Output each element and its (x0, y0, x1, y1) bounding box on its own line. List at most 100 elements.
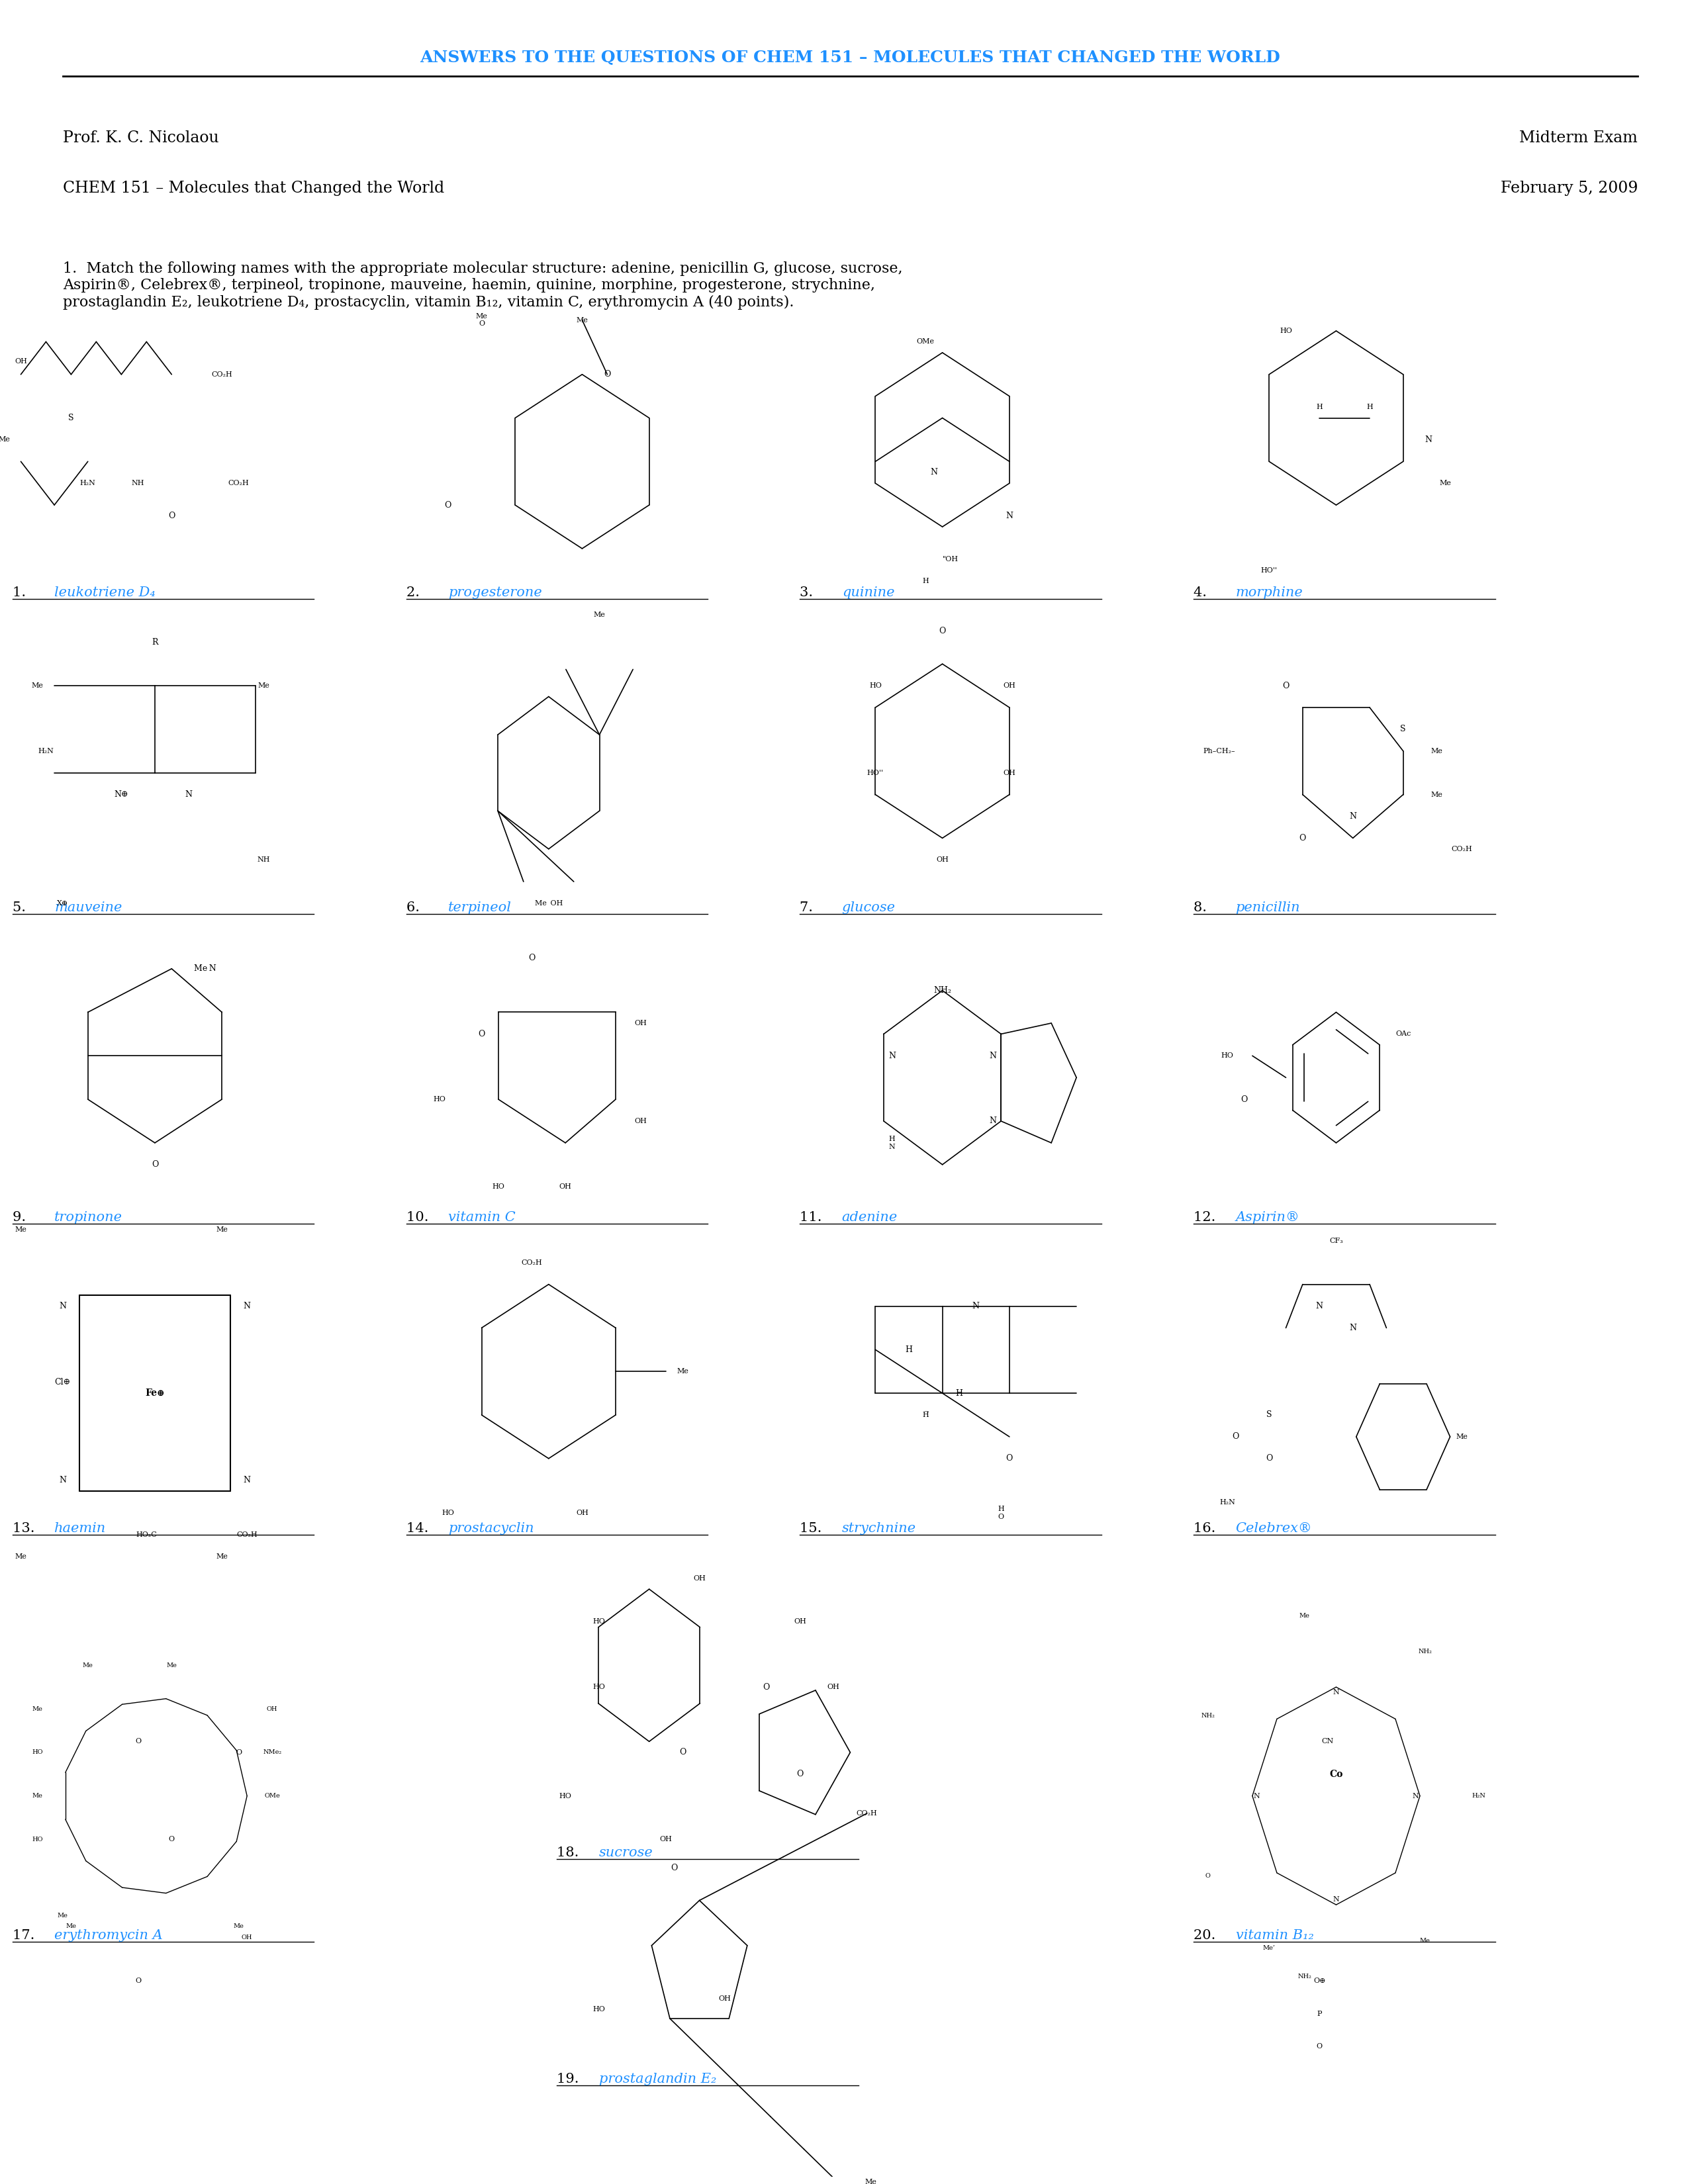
Text: Me: Me (594, 612, 606, 618)
Text: OH: OH (635, 1020, 647, 1026)
Text: Me: Me (576, 317, 587, 323)
Text: Me: Me (233, 1924, 243, 1928)
Text: February 5, 2009: February 5, 2009 (1501, 181, 1637, 197)
Text: O: O (670, 1863, 677, 1872)
Text: Me: Me (66, 1924, 76, 1928)
Text: N: N (1334, 1896, 1339, 1902)
Text: NH₂: NH₂ (1418, 1649, 1431, 1653)
Text: N: N (1349, 1324, 1357, 1332)
Text: H₂N: H₂N (1472, 1793, 1485, 1800)
Text: 18.: 18. (557, 1845, 584, 1859)
Text: Me: Me (1431, 791, 1443, 797)
Text: OH: OH (267, 1706, 277, 1712)
Text: N: N (972, 1302, 979, 1310)
Text: "OH: "OH (944, 557, 959, 563)
Text: 1.: 1. (12, 585, 30, 598)
Text: Me: Me (1440, 480, 1452, 487)
Text: N: N (930, 467, 937, 476)
Text: H
O: H O (998, 1505, 1004, 1520)
Text: N: N (989, 1116, 996, 1125)
Text: OH: OH (241, 1935, 253, 1939)
Text: 19.: 19. (557, 2073, 584, 2086)
Text: HO: HO (32, 1837, 44, 1843)
Text: prostaglandin E₂: prostaglandin E₂ (599, 2073, 716, 2086)
Text: HO'': HO'' (868, 769, 885, 775)
Text: H: H (905, 1345, 913, 1354)
Text: OMe: OMe (917, 339, 935, 345)
Text: Me OH: Me OH (535, 900, 562, 906)
Text: HO: HO (592, 2005, 604, 2014)
Text: O: O (1300, 834, 1307, 843)
Text: Me: Me (32, 1706, 42, 1712)
Text: Fe⊕: Fe⊕ (145, 1389, 165, 1398)
Text: S: S (68, 413, 74, 422)
Text: CN: CN (1322, 1738, 1334, 1745)
Text: O: O (1266, 1455, 1273, 1463)
Text: O: O (1241, 1094, 1247, 1103)
Text: 16.: 16. (1193, 1522, 1220, 1535)
Text: OH: OH (694, 1575, 706, 1581)
Text: OH: OH (660, 1837, 672, 1843)
Text: OH: OH (719, 1994, 731, 2003)
Text: Aspirin®: Aspirin® (1236, 1210, 1300, 1223)
Text: O: O (797, 1769, 803, 1778)
Text: morphine: morphine (1236, 585, 1303, 598)
Text: strychnine: strychnine (842, 1522, 917, 1535)
Text: N: N (1349, 812, 1357, 821)
Text: 10.: 10. (407, 1210, 432, 1223)
Text: N: N (243, 1476, 252, 1485)
Text: O: O (236, 1749, 241, 1756)
Text: O: O (152, 1160, 159, 1168)
Text: Cl⊕: Cl⊕ (54, 1378, 71, 1387)
Text: Me: Me (677, 1367, 689, 1374)
Text: OH: OH (635, 1118, 647, 1125)
Text: 2.: 2. (407, 585, 424, 598)
Text: Me: Me (258, 681, 270, 688)
Text: Me: Me (32, 681, 44, 688)
Text: Me: Me (15, 1553, 27, 1559)
Text: HO: HO (434, 1096, 446, 1103)
Text: glucose: glucose (842, 902, 895, 915)
Text: N: N (1413, 1793, 1420, 1800)
Text: O: O (763, 1684, 770, 1690)
Text: Me: Me (1420, 1937, 1430, 1944)
Text: H: H (1317, 404, 1323, 411)
Text: N: N (1334, 1688, 1339, 1695)
Text: HO₂C: HO₂C (137, 1531, 157, 1538)
Text: HO: HO (592, 1684, 604, 1690)
Text: 15.: 15. (800, 1522, 827, 1535)
Text: Co: Co (1330, 1769, 1344, 1778)
Text: O: O (1317, 2042, 1322, 2049)
Text: CO₂H: CO₂H (236, 1531, 258, 1538)
Text: HO: HO (559, 1793, 572, 1800)
Text: O: O (1232, 1433, 1239, 1441)
Text: O: O (528, 954, 535, 963)
Text: 17.: 17. (12, 1928, 39, 1942)
Text: 12.: 12. (1193, 1210, 1220, 1223)
Text: H: H (1366, 404, 1372, 411)
Text: erythromycin A: erythromycin A (54, 1928, 162, 1942)
Text: Me: Me (15, 1227, 27, 1234)
Text: O: O (604, 369, 611, 378)
Text: terpineol: terpineol (447, 902, 511, 915)
Text: Me’: Me’ (1263, 1946, 1276, 1950)
Text: CO₂H: CO₂H (211, 371, 233, 378)
Text: 1.  Match the following names with the appropriate molecular structure: adenine,: 1. Match the following names with the ap… (62, 262, 903, 310)
Text: Me: Me (864, 2177, 876, 2184)
Text: HO: HO (1280, 328, 1291, 334)
Text: O: O (939, 627, 945, 636)
Text: sucrose: sucrose (599, 1845, 653, 1859)
Text: Me: Me (0, 437, 10, 443)
Text: HO: HO (592, 1618, 604, 1625)
Text: Celebrex®: Celebrex® (1236, 1522, 1312, 1535)
Text: prostacyclin: prostacyclin (447, 1522, 533, 1535)
Text: Me N: Me N (194, 965, 216, 974)
Text: penicillin: penicillin (1236, 902, 1300, 915)
Text: OH: OH (793, 1618, 807, 1625)
Text: Prof. K. C. Nicolaou: Prof. K. C. Nicolaou (62, 131, 219, 146)
Text: Me: Me (216, 1227, 228, 1234)
Text: R: R (152, 638, 159, 646)
Text: OH: OH (559, 1184, 572, 1190)
Text: 11.: 11. (800, 1210, 827, 1223)
Text: OH: OH (1003, 681, 1016, 688)
